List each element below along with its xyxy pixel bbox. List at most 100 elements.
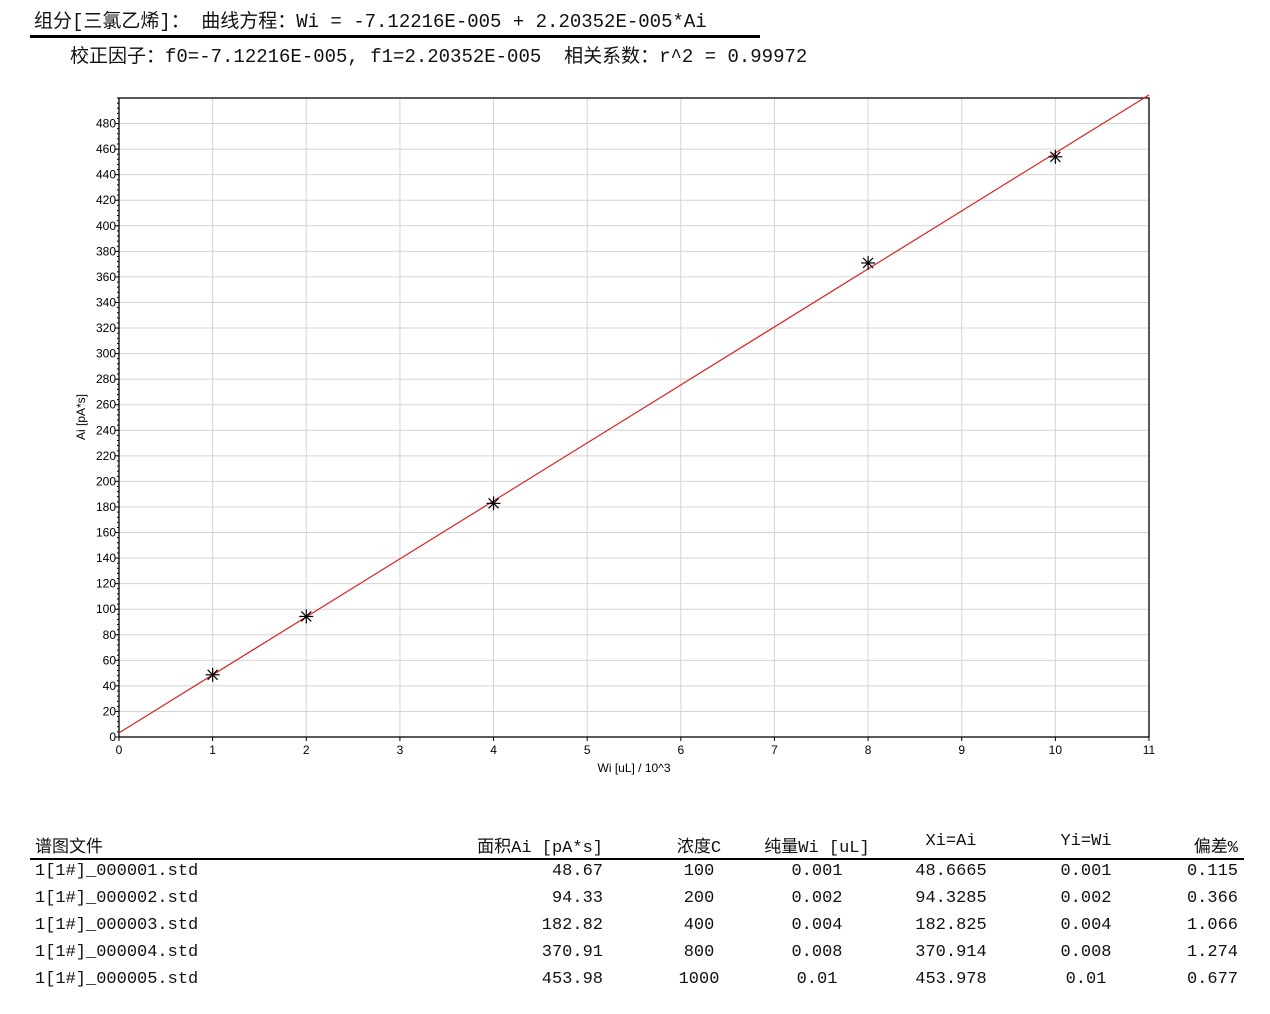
table-cell: 0.008 [791, 943, 843, 962]
y-tick-label: 200 [96, 474, 116, 488]
x-tick-label: 1 [209, 743, 216, 757]
column-header: 纯量Wi [uL] [764, 839, 870, 858]
x-tick-label: 3 [397, 743, 404, 757]
equation-title: 组分[三氯乙烯]： 曲线方程：Wi = -7.12216E-005 + 2.20… [34, 11, 707, 33]
y-tick-label: 260 [96, 398, 116, 412]
table-cell: 1[1#]_000005.std [35, 970, 199, 989]
x-tick-label: 4 [490, 743, 497, 757]
asterisk-stroke [862, 257, 874, 269]
column-header: Xi=Ai [925, 832, 977, 851]
table-cell: 0.366 [1186, 889, 1238, 908]
table-cell: 200 [683, 889, 715, 908]
table-cell: 0.115 [1186, 862, 1238, 881]
table-cell: 370.914 [915, 943, 987, 962]
y-tick-label: 40 [103, 679, 117, 693]
table-cell: 400 [683, 916, 715, 935]
x-tick-label: 2 [303, 743, 310, 757]
table-cell: 0.677 [1186, 970, 1238, 989]
table-cell: 0.002 [1060, 889, 1112, 908]
table-cell: 0.004 [791, 916, 843, 935]
fit-line [118, 94, 1150, 734]
table-cell: 1[1#]_000004.std [35, 943, 199, 962]
y-tick-label: 20 [103, 704, 117, 718]
table-cell: 453.978 [915, 970, 987, 989]
data-point [299, 609, 314, 624]
table-cell: 453.98 [541, 970, 603, 989]
column-header: 面积Ai [pA*s] [477, 839, 603, 858]
x-tick-label: 7 [771, 743, 778, 757]
y-tick-label: 300 [96, 347, 116, 361]
asterisk-stroke [1049, 151, 1061, 163]
y-tick-label: 340 [96, 295, 116, 309]
y-tick-label: 220 [96, 449, 116, 463]
table-cell: 100 [683, 862, 715, 881]
y-axis-label: Ai [pA*s] [74, 394, 88, 440]
data-point [1048, 149, 1063, 164]
data-point [486, 496, 501, 511]
data-point [205, 667, 220, 682]
table-cell: 94.3285 [915, 889, 987, 908]
x-tick-label: 6 [677, 743, 684, 757]
table-header-rule [30, 858, 1244, 860]
table-cell: 0.008 [1060, 943, 1112, 962]
table-cell: 0.004 [1060, 916, 1112, 935]
y-tick-label: 120 [96, 577, 116, 591]
column-header: Yi=Wi [1060, 832, 1112, 851]
table-cell: 94.33 [551, 889, 603, 908]
y-tick-label: 280 [96, 372, 116, 386]
table-cell: 370.91 [541, 943, 603, 962]
x-tick-label: 9 [958, 743, 965, 757]
table-cell: 0.01 [796, 970, 838, 989]
y-tick-label: 140 [96, 551, 116, 565]
table-cell: 1000 [678, 970, 720, 989]
table-cell: 800 [683, 943, 715, 962]
table-cell: 0.001 [791, 862, 843, 881]
y-tick-label: 240 [96, 423, 116, 437]
data-points [205, 149, 1063, 682]
y-tick-label: 380 [96, 244, 116, 258]
data-point [861, 255, 876, 270]
x-tick-label: 5 [584, 743, 591, 757]
grid [118, 98, 1150, 738]
y-tick-label: 400 [96, 219, 116, 233]
column-header: 偏差% [1193, 839, 1238, 858]
asterisk-stroke [207, 669, 219, 681]
table-cell: 1[1#]_000003.std [35, 916, 199, 935]
column-header: 浓度C [676, 839, 722, 858]
x-tick-label: 10 [1049, 743, 1063, 757]
y-tick-label: 480 [96, 117, 116, 131]
y-tick-label: 80 [103, 628, 117, 642]
table-cell: 182.82 [541, 916, 603, 935]
table-cell: 0.001 [1060, 862, 1112, 881]
y-tick-label: 360 [96, 270, 116, 284]
table-cell: 1.274 [1186, 943, 1238, 962]
column-header: 谱图文件 [35, 839, 103, 858]
y-tick-label: 60 [103, 653, 117, 667]
table-cell: 1[1#]_000001.std [35, 862, 199, 881]
y-tick-label: 320 [96, 321, 116, 335]
asterisk-stroke [300, 611, 312, 622]
y-tick-label: 440 [96, 168, 116, 182]
x-axis-label: Wi [uL] / 10^3 [598, 761, 671, 775]
table-cell: 1[1#]_000002.std [35, 889, 199, 908]
ticks: 0 1 2 3 4 5 6 7 8 9 10 11 0 20 40 60 80 100 120 140 160 180 20… [96, 97, 1156, 757]
x-tick-label: 8 [865, 743, 872, 757]
x-tick-label: 11 [1143, 743, 1156, 757]
table-cell: 1.066 [1186, 916, 1238, 935]
y-tick-label: 420 [96, 193, 116, 207]
table-cell: 48.6665 [915, 862, 987, 881]
table-cell: 48.67 [551, 862, 603, 881]
calibration-chart: 0 1 2 3 4 5 6 7 8 9 10 11 0 20 40 60 80 100 120 140 160 180 20… [74, 94, 1156, 775]
y-tick-label: 460 [96, 142, 116, 156]
plot-frame [118, 97, 1150, 738]
title-underline [30, 35, 760, 38]
table-cell: 182.825 [915, 916, 987, 935]
table-cell: 0.002 [791, 889, 843, 908]
y-tick-label: 100 [96, 602, 116, 616]
y-tick-label: 0 [109, 730, 116, 744]
asterisk-stroke [488, 497, 499, 509]
y-tick-label: 160 [96, 526, 116, 540]
table-cell: 0.01 [1065, 970, 1107, 989]
x-tick-label: 0 [116, 743, 123, 757]
y-tick-label: 180 [96, 500, 116, 514]
